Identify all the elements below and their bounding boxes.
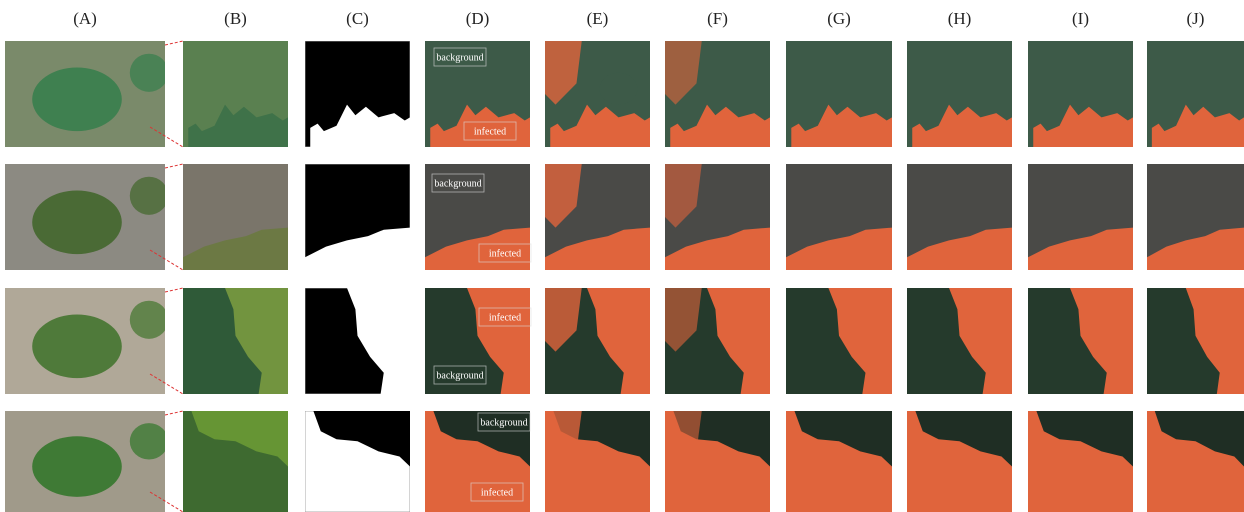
plant bbox=[32, 436, 122, 497]
column-label: (E) bbox=[587, 9, 609, 28]
column-label: (F) bbox=[707, 9, 728, 28]
column-label: (G) bbox=[827, 9, 851, 28]
image-panel bbox=[1028, 411, 1133, 512]
plant bbox=[32, 315, 122, 379]
image-panel bbox=[1147, 411, 1244, 512]
image-panel bbox=[545, 41, 650, 147]
image-panel bbox=[665, 41, 770, 147]
plant bbox=[130, 301, 168, 339]
annotation: background bbox=[480, 418, 527, 429]
zoom-line bbox=[165, 164, 183, 168]
plant bbox=[130, 423, 168, 459]
image-panel bbox=[1147, 41, 1244, 147]
annotation: infected bbox=[489, 249, 521, 260]
image-panel bbox=[907, 288, 1012, 394]
image-panel bbox=[305, 164, 410, 270]
image-panel bbox=[786, 288, 892, 394]
plant bbox=[130, 54, 168, 92]
image-panel bbox=[305, 288, 410, 394]
image-panel bbox=[907, 411, 1012, 512]
image-panel bbox=[786, 411, 892, 512]
image-panel bbox=[183, 288, 288, 394]
image-panel bbox=[907, 164, 1012, 270]
annotation: background bbox=[436, 53, 483, 64]
column-label: (A) bbox=[73, 9, 97, 28]
image-panel bbox=[1028, 288, 1133, 394]
image-panel bbox=[665, 164, 770, 270]
column-label: (J) bbox=[1187, 9, 1205, 28]
annotation: infected bbox=[489, 313, 521, 324]
image-panel bbox=[5, 164, 168, 270]
image-panel bbox=[665, 411, 770, 512]
annotation: background bbox=[436, 371, 483, 382]
column-label: (B) bbox=[224, 9, 247, 28]
image-panel bbox=[183, 41, 288, 147]
image-panel bbox=[1028, 41, 1133, 147]
image-panel bbox=[1147, 288, 1244, 394]
image-panel bbox=[5, 288, 168, 394]
image-panel bbox=[545, 288, 650, 394]
column-label: (C) bbox=[346, 9, 369, 28]
annotation: infected bbox=[481, 488, 513, 499]
column-label: (H) bbox=[948, 9, 972, 28]
image-panel bbox=[786, 164, 892, 270]
plant bbox=[32, 191, 122, 255]
image-panel bbox=[183, 164, 288, 270]
annotation: infected bbox=[474, 127, 506, 138]
plant bbox=[130, 177, 168, 215]
zoom-line bbox=[165, 41, 183, 45]
zoom-line bbox=[165, 288, 183, 292]
figure: (A) (B) (C) (D) (E) (F) (G) (H) (I) (J) background… bbox=[0, 0, 1244, 512]
image-panel bbox=[665, 288, 770, 394]
image-panel bbox=[183, 411, 288, 512]
image-panel bbox=[1147, 164, 1244, 270]
column-label: (I) bbox=[1072, 9, 1089, 28]
plant bbox=[32, 68, 122, 132]
noise bbox=[600, 73, 638, 105]
image-panel bbox=[5, 411, 168, 512]
image-panel bbox=[1028, 164, 1133, 270]
column-label: (D) bbox=[466, 9, 490, 28]
zoom-line bbox=[165, 411, 183, 415]
image-panel bbox=[907, 41, 1012, 147]
image-panel bbox=[545, 411, 650, 512]
image-panel bbox=[5, 41, 168, 147]
image-panel bbox=[786, 41, 892, 147]
image-panel bbox=[545, 164, 650, 270]
image-panel bbox=[305, 411, 410, 512]
annotation: background bbox=[434, 179, 481, 190]
image-panel bbox=[305, 41, 410, 147]
